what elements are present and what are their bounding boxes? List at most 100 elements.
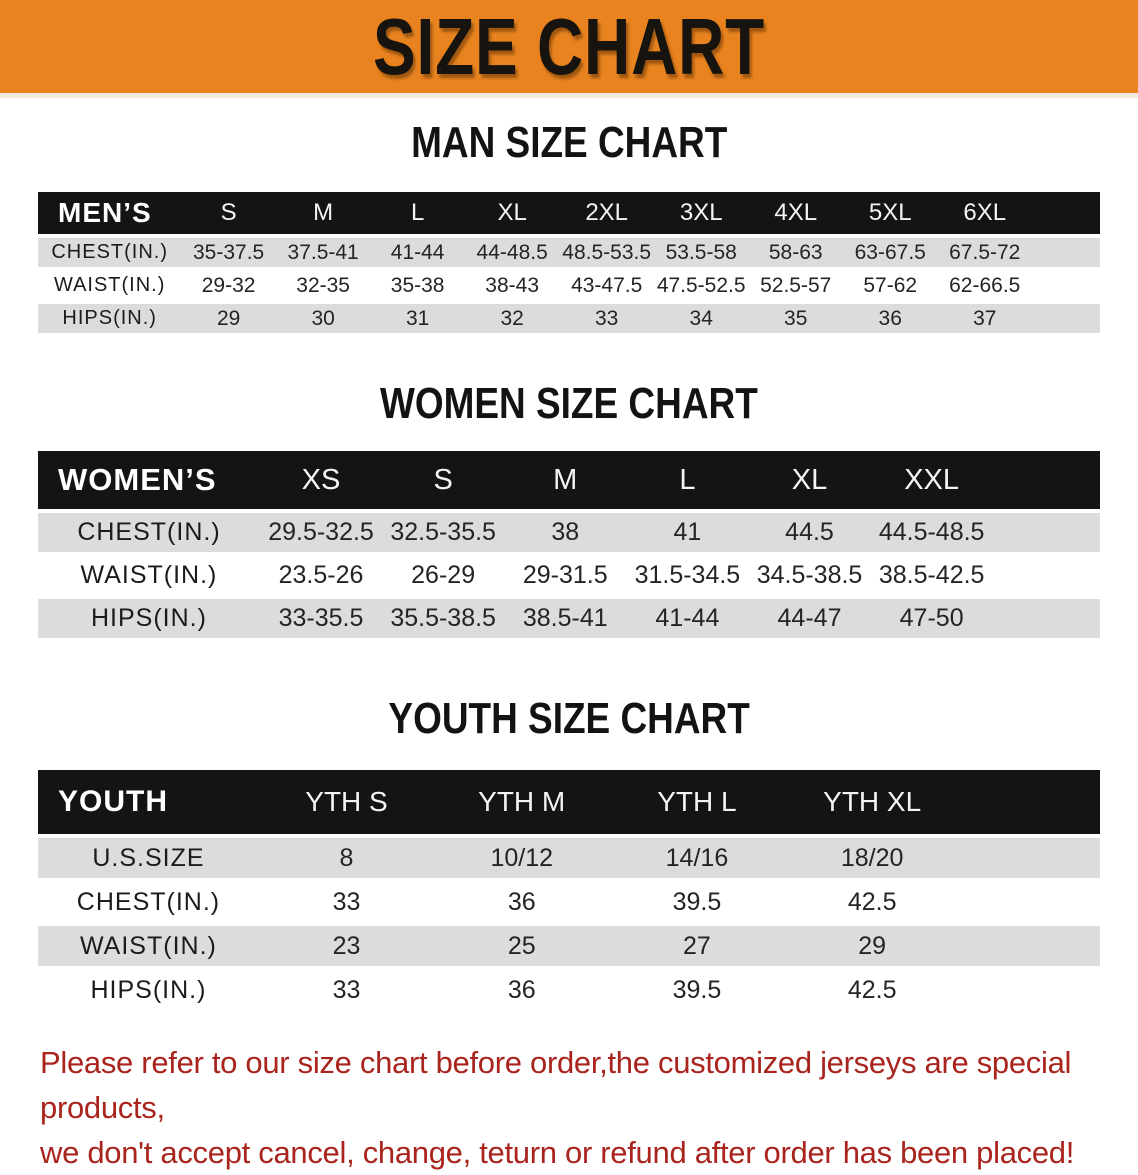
youth-header-row: YOUTH YTH S YTH M YTH L YTH XL	[38, 770, 1100, 838]
cell: 43-47.5	[559, 269, 654, 304]
men-col-header: M	[275, 192, 371, 238]
spacer-cell	[992, 511, 1100, 556]
cell: 47-50	[870, 597, 993, 642]
cell: 42.5	[784, 880, 960, 926]
cell: 48.5-53.5	[559, 236, 654, 271]
men-chest-row: CHEST(IN.) 35-37.5 37.5-41 41-44 44-48.5…	[38, 236, 1100, 271]
order-policy-note-line1: Please refer to our size chart before or…	[40, 1045, 1072, 1125]
cell: 25	[434, 924, 610, 970]
men-col-header: 2XL	[559, 192, 654, 238]
spacer-cell	[1032, 192, 1100, 238]
cell: 39.5	[609, 968, 785, 1014]
cell: 29	[181, 302, 276, 337]
youth-col-header: YTH M	[434, 770, 610, 838]
cell: 30	[275, 302, 371, 337]
cell: 44-47	[748, 597, 871, 642]
cell: 39.5	[609, 880, 785, 926]
order-policy-note: Please refer to our size chart before or…	[40, 1040, 1102, 1175]
women-corner-label: WOMEN’S	[38, 451, 260, 513]
women-col-header: M	[504, 451, 627, 513]
cell: 42.5	[784, 968, 960, 1014]
women-header-row: WOMEN’S XS S M L XL XXL	[38, 451, 1100, 513]
cell: 23.5-26	[259, 554, 383, 599]
cell: 52.5-57	[748, 269, 843, 304]
cell: 34	[653, 302, 749, 337]
row-label: WAIST(IN.)	[38, 554, 260, 599]
cell: 41-44	[626, 597, 749, 642]
women-col-header: S	[382, 451, 505, 513]
youth-col-header: YTH L	[609, 770, 785, 838]
row-label: HIPS(IN.)	[38, 597, 260, 642]
row-label: HIPS(IN.)	[38, 302, 182, 337]
youth-corner-label: YOUTH	[38, 770, 259, 838]
cell: 31.5-34.5	[626, 554, 749, 599]
row-label: CHEST(IN.)	[38, 236, 182, 271]
youth-col-header: YTH S	[258, 770, 435, 838]
cell: 44.5-48.5	[870, 511, 993, 556]
row-label: WAIST(IN.)	[38, 269, 182, 304]
spacer-cell	[959, 880, 1100, 926]
cell: 14/16	[609, 836, 785, 882]
cell: 27	[609, 924, 785, 970]
cell: 33	[258, 880, 435, 926]
row-label: CHEST(IN.)	[38, 511, 260, 556]
cell: 36	[434, 880, 610, 926]
cell: 62-66.5	[937, 269, 1032, 304]
youth-section-heading: YOUTH SIZE CHART	[0, 696, 1138, 742]
spacer-cell	[959, 924, 1100, 970]
spacer-cell	[959, 968, 1100, 1014]
cell: 32-35	[275, 269, 371, 304]
women-section-heading-text: WOMEN SIZE CHART	[380, 379, 758, 428]
men-col-header: S	[181, 192, 276, 238]
youth-waist-row: WAIST(IN.) 23 25 27 29	[38, 924, 1100, 970]
cell: 29	[784, 924, 960, 970]
men-col-header: L	[370, 192, 465, 238]
women-waist-row: WAIST(IN.) 23.5-26 26-29 29-31.5 31.5-34…	[38, 554, 1100, 599]
youth-chest-row: CHEST(IN.) 33 36 39.5 42.5	[38, 880, 1100, 926]
spacer-cell	[1032, 236, 1100, 271]
cell: 41-44	[370, 236, 465, 271]
cell: 41	[626, 511, 749, 556]
size-chart-banner: SIZE CHART	[0, 0, 1138, 98]
women-col-header: L	[626, 451, 749, 513]
cell: 58-63	[748, 236, 843, 271]
cell: 26-29	[382, 554, 505, 599]
cell: 38-43	[464, 269, 560, 304]
women-col-header: XL	[748, 451, 871, 513]
youth-section-heading-text: YOUTH SIZE CHART	[388, 694, 750, 743]
men-section-heading: MAN SIZE CHART	[0, 120, 1138, 166]
women-hips-row: HIPS(IN.) 33-35.5 35.5-38.5 38.5-41 41-4…	[38, 597, 1100, 642]
cell: 36	[434, 968, 610, 1014]
cell: 35.5-38.5	[382, 597, 505, 642]
cell: 29-31.5	[504, 554, 627, 599]
banner-title: SIZE CHART	[373, 1, 765, 91]
cell: 63-67.5	[842, 236, 938, 271]
spacer-cell	[992, 554, 1100, 599]
cell: 67.5-72	[937, 236, 1032, 271]
spacer-cell	[959, 836, 1100, 882]
cell: 23	[258, 924, 435, 970]
spacer-cell	[1032, 302, 1100, 337]
women-chest-row: CHEST(IN.) 29.5-32.5 32.5-35.5 38 41 44.…	[38, 511, 1100, 556]
order-policy-note-line2: we don't accept cancel, change, teturn o…	[40, 1135, 1075, 1170]
cell: 32.5-35.5	[382, 511, 505, 556]
men-waist-row: WAIST(IN.) 29-32 32-35 35-38 38-43 43-47…	[38, 269, 1100, 304]
cell: 44-48.5	[464, 236, 560, 271]
men-size-table: MEN’S S M L XL 2XL 3XL 4XL 5XL 6XL CHEST…	[38, 192, 1100, 337]
cell: 53.5-58	[653, 236, 749, 271]
cell: 10/12	[434, 836, 610, 882]
cell: 37.5-41	[275, 236, 371, 271]
cell: 35-37.5	[181, 236, 276, 271]
youth-col-header: YTH XL	[784, 770, 960, 838]
youth-ussize-row: U.S.SIZE 8 10/12 14/16 18/20	[38, 836, 1100, 882]
cell: 29-32	[181, 269, 276, 304]
men-col-header: 5XL	[842, 192, 938, 238]
women-section-heading: WOMEN SIZE CHART	[0, 381, 1138, 427]
cell: 29.5-32.5	[259, 511, 383, 556]
spacer-cell	[1032, 269, 1100, 304]
cell: 34.5-38.5	[748, 554, 871, 599]
men-section-heading-text: MAN SIZE CHART	[410, 118, 728, 167]
cell: 31	[370, 302, 465, 337]
cell: 33	[559, 302, 654, 337]
cell: 33-35.5	[259, 597, 383, 642]
